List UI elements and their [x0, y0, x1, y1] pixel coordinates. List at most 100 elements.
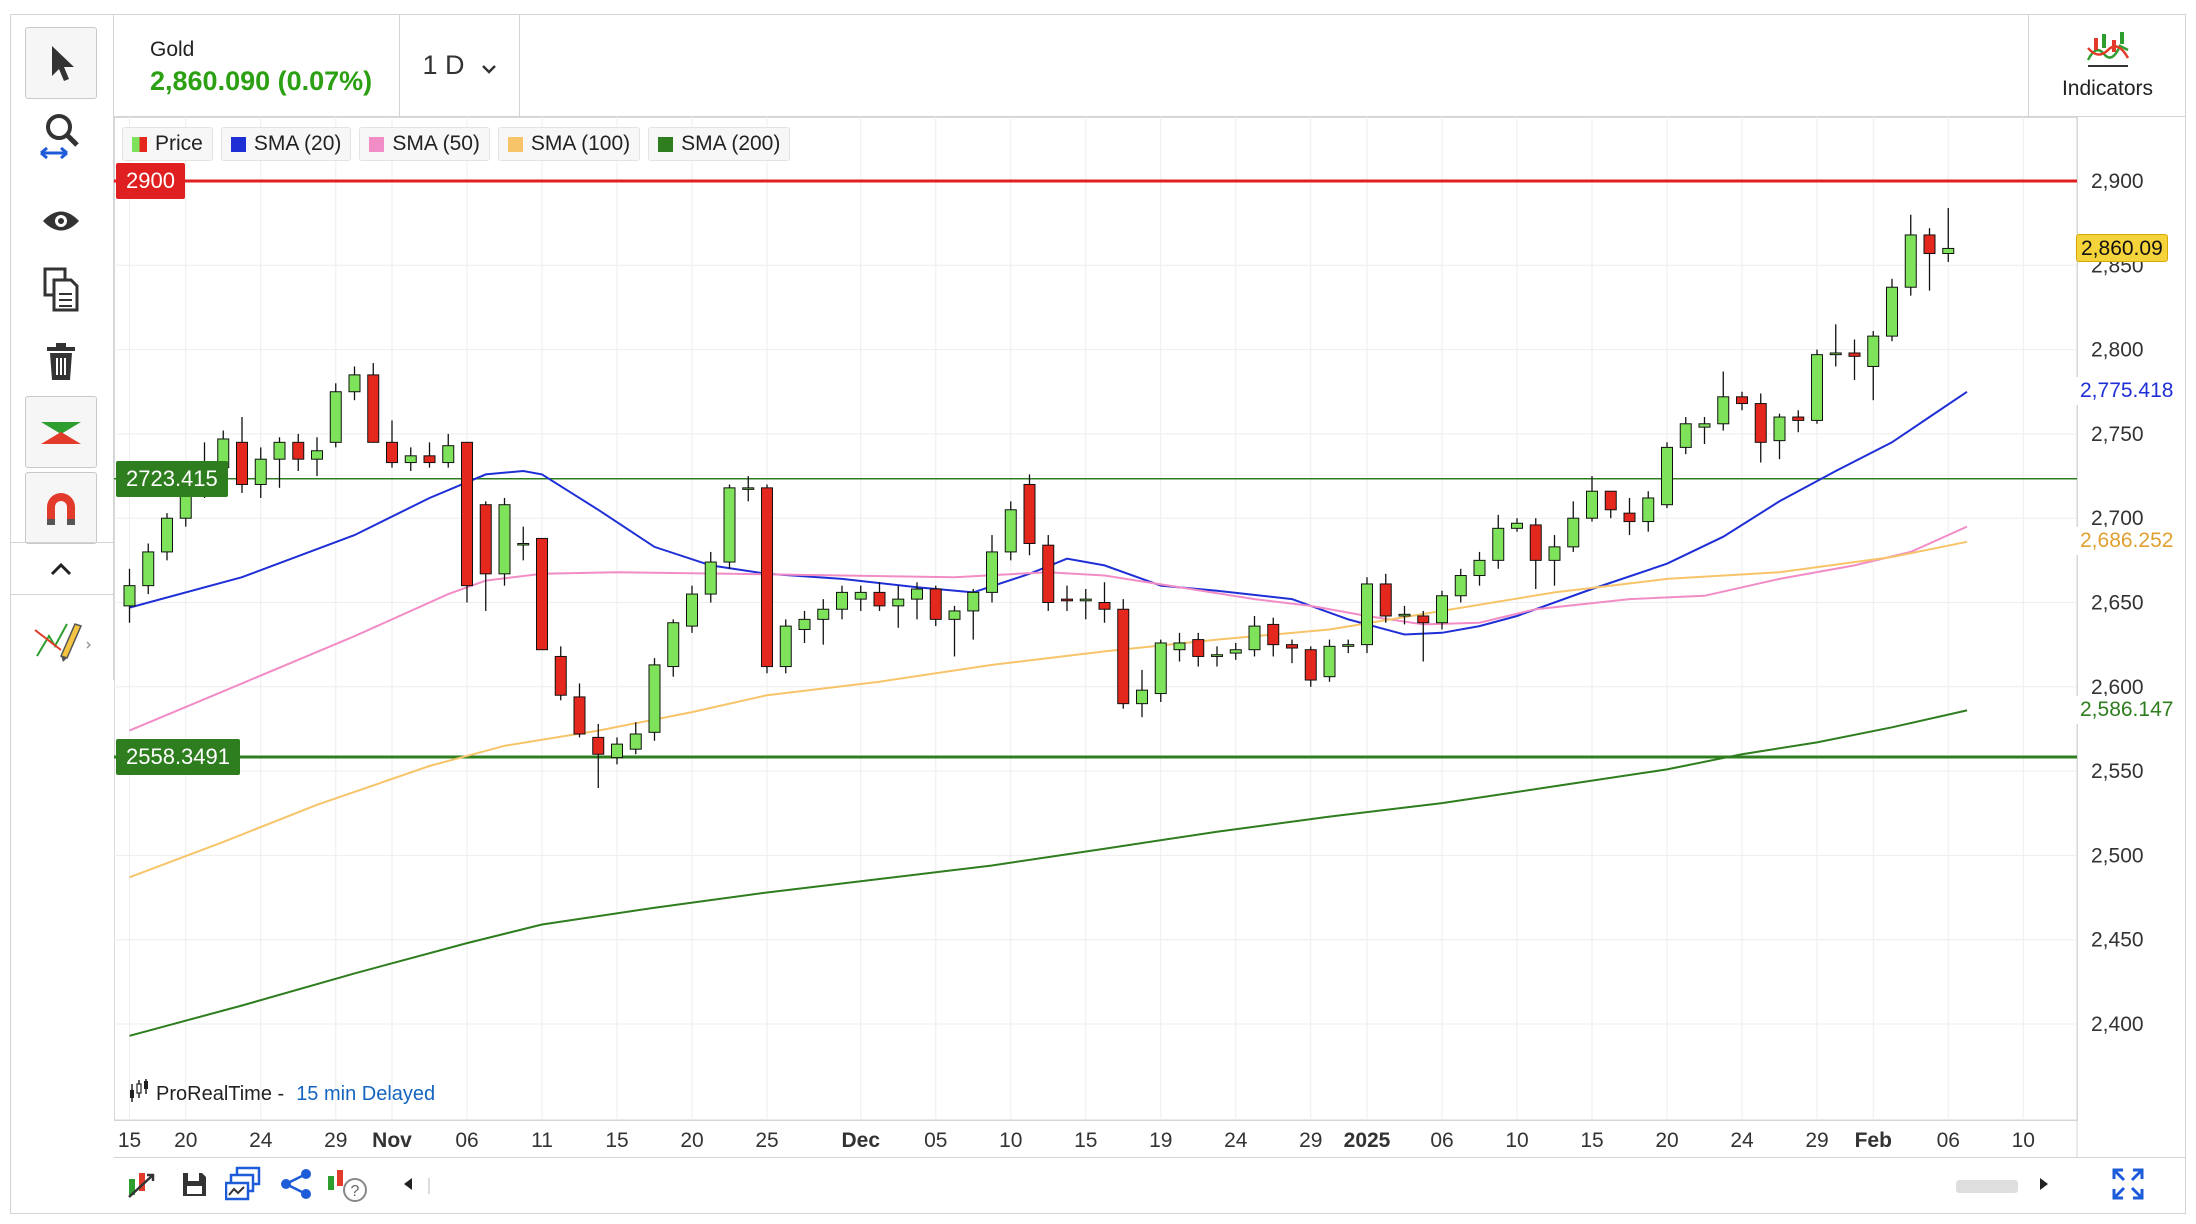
timeframe-select[interactable]: 1 D: [400, 14, 520, 117]
candle-body: [873, 591, 886, 607]
candle-body: [1942, 247, 1955, 254]
legend-item[interactable]: Price: [122, 127, 213, 161]
candle-body: [929, 588, 942, 620]
collapse-toolbar-button[interactable]: [25, 544, 97, 594]
legend-swatch: [230, 136, 246, 152]
trend-tool-icon: [37, 414, 85, 450]
legend-item[interactable]: SMA (200): [648, 127, 791, 161]
provider-name: ProRealTime -: [156, 1082, 285, 1105]
candle-body: [273, 441, 286, 460]
candle-body: [1679, 423, 1692, 448]
eye-icon: [41, 208, 81, 234]
layouts-button[interactable]: [224, 1166, 263, 1207]
candle-body: [1379, 583, 1392, 617]
candle-body: [798, 618, 811, 630]
layouts-icon: [224, 1166, 263, 1207]
x-tick-label: 10: [1505, 1129, 1528, 1152]
candle-body: [1267, 623, 1280, 646]
candle-body: [348, 374, 361, 393]
candle-body: [854, 591, 867, 600]
candle-body: [142, 551, 155, 587]
candle-body: [386, 441, 398, 464]
instrument-price: 2,860.090 (0.07%): [150, 66, 373, 96]
legend-swatch: [658, 136, 674, 152]
visibility-tool[interactable]: [25, 185, 97, 257]
legend-item[interactable]: SMA (50): [359, 127, 490, 161]
level-tag[interactable]: 2723.415: [116, 460, 228, 497]
copy-tool[interactable]: [25, 254, 97, 326]
magnet-tool[interactable]: [25, 472, 97, 544]
chart-header: Gold 2,860.090 (0.07%) 1 D Indicators: [114, 14, 2186, 117]
candle-body: [1454, 575, 1467, 597]
change-instrument-button[interactable]: [124, 1168, 160, 1204]
chart-window: [10, 14, 2186, 1214]
candle-body: [967, 591, 980, 612]
legend-item[interactable]: SMA (100): [497, 127, 641, 161]
fullscreen-button[interactable]: [2110, 1168, 2146, 1204]
zoom-pan-tool[interactable]: [25, 99, 97, 171]
price-chart[interactable]: 2,400 2,450 2,500 2,550 2,600 2,650 2,700 2,750…: [114, 117, 2186, 1157]
instrument-info[interactable]: Gold 2,860.090 (0.07%): [114, 14, 400, 117]
x-tick-label: 29: [1299, 1129, 1322, 1152]
delay-notice[interactable]: 15 min Delayed: [296, 1082, 436, 1105]
pointer-tool[interactable]: [25, 27, 97, 99]
axis-price-tag: 2,686.252: [2076, 527, 2178, 556]
sma-line: [129, 709, 1968, 1037]
chart-legend: Price SMA (20) SMA (50) SMA (100) SMA (200): [122, 127, 791, 161]
x-tick-label: 25: [755, 1129, 778, 1152]
y-tick-label: 2,800: [2091, 339, 2144, 362]
svg-text:?: ?: [351, 1183, 360, 1200]
delete-tool[interactable]: [25, 326, 97, 398]
candle-body: [254, 458, 267, 485]
trash-icon: [43, 342, 79, 382]
candle-body: [573, 696, 586, 735]
drawing-tool[interactable]: [25, 604, 97, 676]
candle-body: [123, 585, 136, 607]
candle-body: [629, 733, 642, 750]
level-tag[interactable]: 2558.3491: [116, 739, 240, 776]
share-button[interactable]: [278, 1168, 314, 1204]
fullscreen-icon: [2111, 1167, 2145, 1206]
chart-scrollbar-thumb[interactable]: [1956, 1180, 2018, 1193]
scroll-left-button[interactable]: [396, 1168, 420, 1204]
candle-body: [1642, 497, 1655, 523]
alert-help-button[interactable]: ?: [324, 1168, 370, 1204]
save-button[interactable]: [176, 1168, 212, 1204]
candle-body: [1342, 644, 1355, 647]
y-tick-label: 2,500: [2091, 844, 2144, 867]
candle-body: [1529, 524, 1542, 561]
candle-body: [1398, 613, 1411, 617]
y-tick-label: 2,700: [2091, 507, 2144, 530]
x-tick-label: 10: [2012, 1129, 2035, 1152]
indicators-label: Indicators: [2061, 77, 2154, 100]
legend-label: Price: [155, 132, 203, 155]
candle-body: [1848, 352, 1861, 357]
chart-canvas[interactable]: 2,400 2,450 2,500 2,550 2,600 2,650 2,700 2,750…: [114, 117, 2186, 1157]
x-tick-label: 06: [455, 1129, 478, 1152]
plot-border: [114, 117, 2078, 1121]
candle-body: [479, 504, 492, 575]
y-tick-label: 2,650: [2091, 592, 2144, 615]
x-tick-label: Dec: [841, 1129, 880, 1152]
candle-body: [1773, 416, 1786, 442]
scroll-right-icon: [2038, 1176, 2050, 1197]
x-tick-label: 05: [924, 1129, 947, 1152]
legend-item[interactable]: SMA (20): [220, 127, 352, 161]
instrument-name: Gold: [150, 38, 195, 61]
sma-line: [129, 540, 1968, 879]
trend-tool[interactable]: [25, 396, 97, 468]
candle-body: [1173, 642, 1186, 651]
candle-body: [1023, 483, 1036, 544]
indicators-button[interactable]: Indicators: [2028, 14, 2186, 117]
candle-body: [1904, 234, 1917, 288]
scroll-right-button[interactable]: [2032, 1168, 2056, 1204]
candle-body: [1886, 286, 1898, 337]
candle-body: [1829, 352, 1842, 356]
candle-body: [779, 625, 792, 668]
candle-body: [761, 487, 773, 668]
bottom-toolbar: ?: [114, 1157, 2186, 1214]
level-tag[interactable]: 2900: [116, 163, 185, 199]
candle-body: [1811, 354, 1823, 421]
candle-body: [461, 441, 473, 587]
save-icon: [180, 1170, 208, 1203]
